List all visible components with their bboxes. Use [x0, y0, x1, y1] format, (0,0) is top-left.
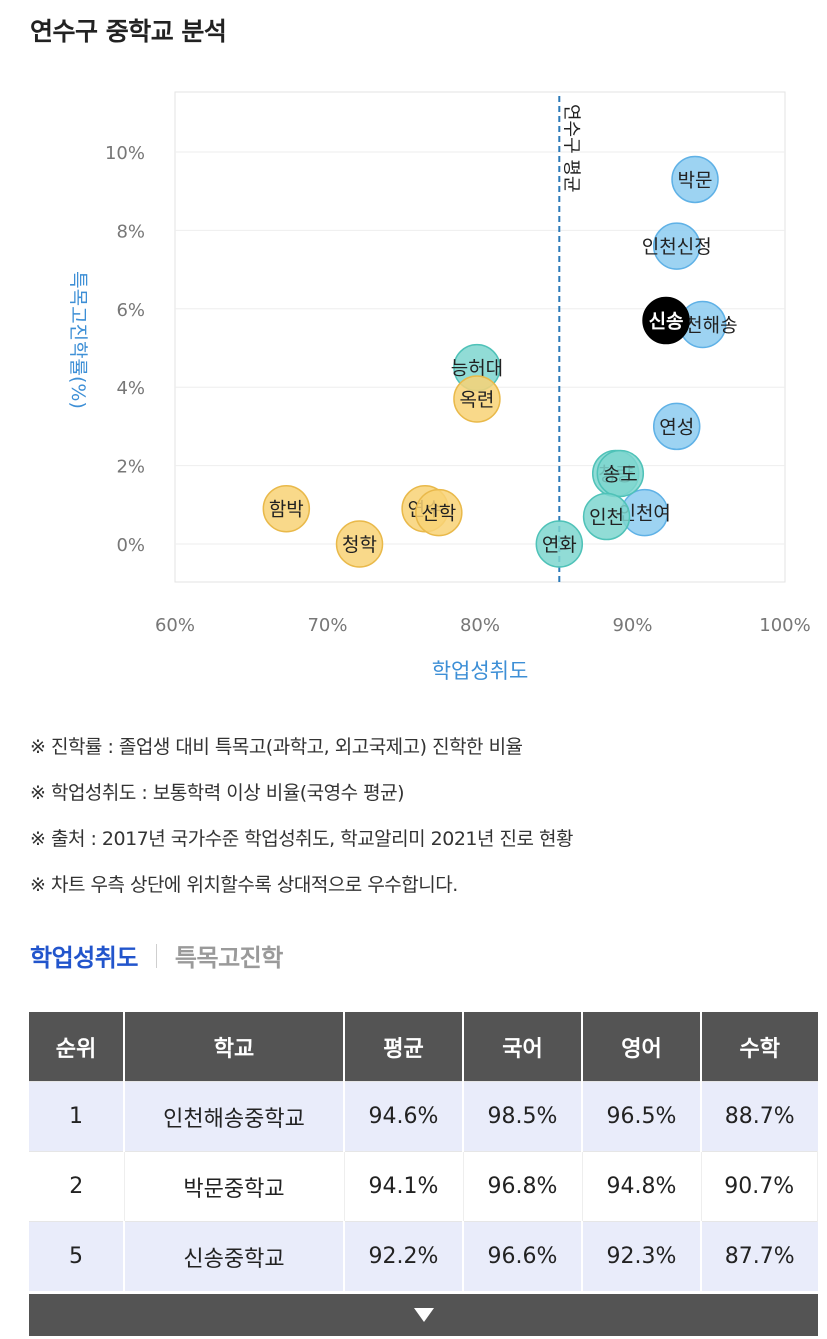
cell-math: 90.7%	[701, 1151, 818, 1222]
data-point-label: 신송	[649, 311, 684, 333]
note-line: ※ 진학률 : 졸업생 대비 특목고(과학고, 외고국제고) 진학한 비율	[30, 736, 523, 758]
cell-school: 박문중학교	[124, 1151, 345, 1222]
data-point-label: 연화	[542, 534, 577, 556]
cell-math: 87.7%	[701, 1221, 818, 1291]
cell-average: 92.2%	[344, 1221, 464, 1291]
y-tick-label: 4%	[116, 378, 145, 399]
x-tick-label: 80%	[460, 615, 500, 636]
note-line: ※ 차트 우측 상단에 위치할수록 상대적으로 우수합니다.	[30, 874, 458, 896]
table-row[interactable]: 5 신송중학교 92.2% 96.6% 92.3% 87.7%	[29, 1221, 818, 1291]
header-rank: 순위	[29, 1012, 125, 1082]
header-average: 평균	[344, 1012, 464, 1082]
data-point-label: 능허대	[451, 358, 503, 380]
data-point-label: 인천	[589, 507, 624, 529]
data-point-label: 박문	[678, 169, 713, 191]
tab-divider	[155, 943, 157, 968]
cell-school: 신송중학교	[124, 1221, 345, 1291]
note-line: ※ 출처 : 2017년 국가수준 학업성취도, 학교알리미 2021년 진로 …	[30, 828, 574, 850]
y-tick-label: 6%	[116, 300, 145, 321]
data-point	[453, 375, 501, 423]
page-title: 연수구 중학교 분석	[30, 17, 227, 46]
ranking-table: 순위 학교 평균 국어 영어 수학 1 인천해송중학교 94.6% 98.5% …	[29, 1012, 818, 1291]
data-point	[415, 488, 463, 537]
y-axis-label: 특목고진학률(%)	[67, 271, 89, 409]
data-point-label: 연성	[659, 416, 694, 438]
x-tick-label: 70%	[307, 615, 347, 636]
y-tick-label: 2%	[116, 457, 145, 478]
cell-rank: 1	[29, 1081, 125, 1152]
tab-special-school[interactable]: 특목고진학	[174, 944, 283, 972]
tab-achievement[interactable]: 학업성취도	[30, 944, 138, 972]
header-math: 수학	[701, 1012, 818, 1082]
x-tick-label: 60%	[155, 615, 195, 636]
data-point	[596, 449, 645, 498]
x-tick-label: 90%	[612, 615, 652, 636]
header-korean: 국어	[463, 1012, 583, 1082]
note-line: ※ 학업성취도 : 보통학력 이상 비율(국영수 평균)	[30, 782, 405, 804]
cell-korean: 96.8%	[463, 1151, 583, 1222]
data-point-label: 옥련	[459, 389, 494, 411]
cell-average: 94.6%	[344, 1081, 464, 1152]
triangle-down-icon	[413, 1308, 434, 1322]
tab-bar: 학업성취도 특목고진학	[30, 938, 283, 973]
y-tick-label: 0%	[116, 535, 145, 556]
x-tick-label: 100%	[759, 615, 810, 636]
data-point-label: 선학	[421, 503, 456, 525]
average-reference-label: 연수구 평균	[560, 104, 581, 193]
header-school: 학교	[124, 1012, 345, 1082]
data-point-label: 인천신정	[642, 236, 712, 258]
data-point	[262, 484, 311, 533]
data-point	[671, 155, 719, 204]
data-point	[335, 520, 384, 568]
table-row[interactable]: 1 인천해송중학교 94.6% 98.5% 96.5% 88.7%	[29, 1081, 818, 1152]
data-point	[652, 222, 701, 270]
data-point-label: 함박	[269, 499, 304, 521]
data-point-label: 송도	[603, 463, 638, 485]
header-english: 영어	[582, 1012, 702, 1082]
cell-korean: 98.5%	[463, 1081, 583, 1152]
y-tick-label: 10%	[105, 143, 145, 164]
y-tick-label: 8%	[116, 221, 145, 242]
table-header-row: 순위 학교 평균 국어 영어 수학	[29, 1012, 818, 1082]
cell-english: 96.5%	[582, 1081, 702, 1152]
notes: ※ 진학률 : 졸업생 대비 특목고(과학고, 외고국제고) 진학한 비율 ※ …	[30, 724, 820, 908]
cell-english: 94.8%	[582, 1151, 702, 1222]
cell-school: 인천해송중학교	[124, 1081, 345, 1152]
cell-math: 88.7%	[701, 1081, 818, 1152]
data-point	[652, 402, 701, 451]
cell-english: 92.3%	[582, 1221, 702, 1291]
cell-rank: 2	[29, 1151, 125, 1222]
data-point	[642, 296, 690, 345]
show-more-button[interactable]	[29, 1294, 818, 1336]
cell-average: 94.1%	[344, 1151, 464, 1222]
cell-rank: 5	[29, 1221, 125, 1291]
table-row[interactable]: 2 박문중학교 94.1% 96.8% 94.8% 90.7%	[29, 1151, 818, 1222]
data-point	[535, 520, 584, 568]
scatter-chart: 0% 2% 4% 6% 8% 10% 60% 70% 80% 90% 100% 학업성취도 특목고진학률…	[67, 91, 811, 683]
x-axis-label: 학업성취도	[432, 659, 529, 683]
data-point-label: 청학	[342, 534, 377, 556]
data-point	[582, 492, 631, 541]
cell-korean: 96.6%	[463, 1221, 583, 1291]
data-point-label: 인천여	[618, 503, 670, 525]
